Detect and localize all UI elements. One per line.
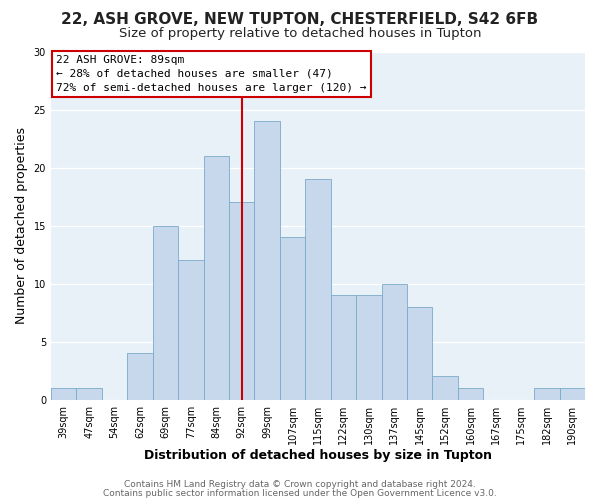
Text: Size of property relative to detached houses in Tupton: Size of property relative to detached ho… [119, 28, 481, 40]
Bar [305, 179, 331, 400]
Bar [51, 388, 76, 400]
Text: Contains HM Land Registry data © Crown copyright and database right 2024.: Contains HM Land Registry data © Crown c… [124, 480, 476, 489]
Bar [433, 376, 458, 400]
Bar [76, 388, 102, 400]
Text: Contains public sector information licensed under the Open Government Licence v3: Contains public sector information licen… [103, 488, 497, 498]
Bar [178, 260, 203, 400]
Bar [229, 202, 254, 400]
Bar [458, 388, 483, 400]
Y-axis label: Number of detached properties: Number of detached properties [15, 127, 28, 324]
Bar [382, 284, 407, 400]
Bar [280, 237, 305, 400]
Bar [127, 354, 152, 400]
Bar [407, 307, 433, 400]
Bar [203, 156, 229, 400]
X-axis label: Distribution of detached houses by size in Tupton: Distribution of detached houses by size … [144, 450, 492, 462]
Text: 22 ASH GROVE: 89sqm
← 28% of detached houses are smaller (47)
72% of semi-detach: 22 ASH GROVE: 89sqm ← 28% of detached ho… [56, 55, 367, 93]
Text: 22, ASH GROVE, NEW TUPTON, CHESTERFIELD, S42 6FB: 22, ASH GROVE, NEW TUPTON, CHESTERFIELD,… [61, 12, 539, 28]
Bar [356, 295, 382, 400]
Bar [331, 295, 356, 400]
Bar [152, 226, 178, 400]
Bar [254, 121, 280, 400]
Bar [560, 388, 585, 400]
Bar [534, 388, 560, 400]
